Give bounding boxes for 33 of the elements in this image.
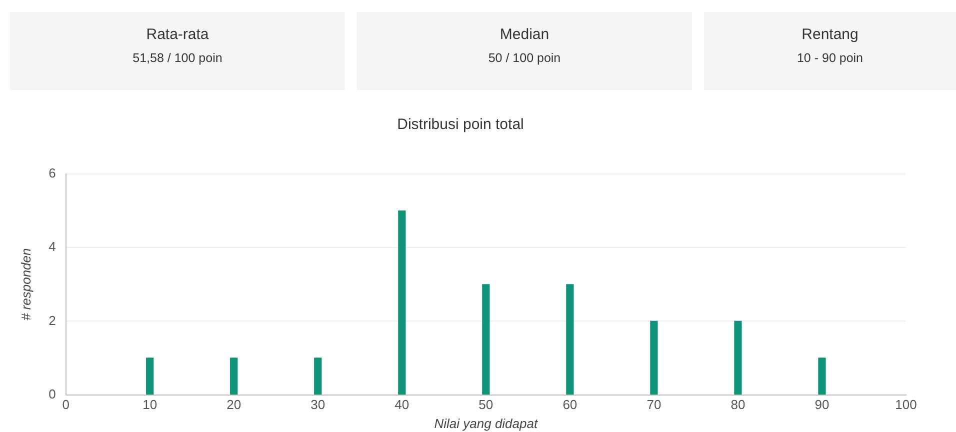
- x-tick-label: 40: [394, 397, 410, 412]
- x-tick-label: 10: [142, 397, 158, 412]
- y-tick-label: 4: [48, 239, 56, 254]
- x-tick-label: 100: [895, 397, 917, 412]
- x-tick-label: 20: [226, 397, 242, 412]
- bar: [314, 358, 322, 395]
- y-tick-label: 6: [48, 166, 56, 181]
- x-tick-label: 60: [562, 397, 578, 412]
- text: Median: [498, 26, 550, 43]
- y-tick-label: 2: [48, 312, 56, 328]
- y-tick-label: 0: [48, 386, 56, 402]
- bar: [650, 320, 658, 395]
- text: Rentang: [800, 26, 860, 43]
- x-tick-label: 50: [478, 397, 494, 412]
- bar: [734, 320, 742, 395]
- bar: [818, 358, 826, 395]
- x-axis-title: Nilai yang didapat: [434, 416, 539, 431]
- bar: [566, 284, 574, 395]
- text: 50 / 100 poin: [487, 51, 562, 65]
- text: 51,58 / 100 poin: [132, 51, 224, 65]
- y-axis-title: # responden: [18, 248, 34, 321]
- bar: [146, 358, 154, 395]
- chart-title: Distribusi poin total: [397, 116, 524, 134]
- x-tick-label: 90: [814, 397, 830, 412]
- x-tick-label: 30: [310, 397, 326, 412]
- x-tick-label: 80: [730, 397, 746, 412]
- bar: [230, 358, 238, 395]
- text: Rata-rata: [145, 26, 210, 43]
- bar: [482, 284, 490, 395]
- bar: [398, 210, 406, 395]
- x-tick-label: 0: [62, 397, 70, 412]
- x-tick-label: 70: [646, 397, 662, 412]
- text: 10 - 90 poin: [796, 51, 864, 65]
